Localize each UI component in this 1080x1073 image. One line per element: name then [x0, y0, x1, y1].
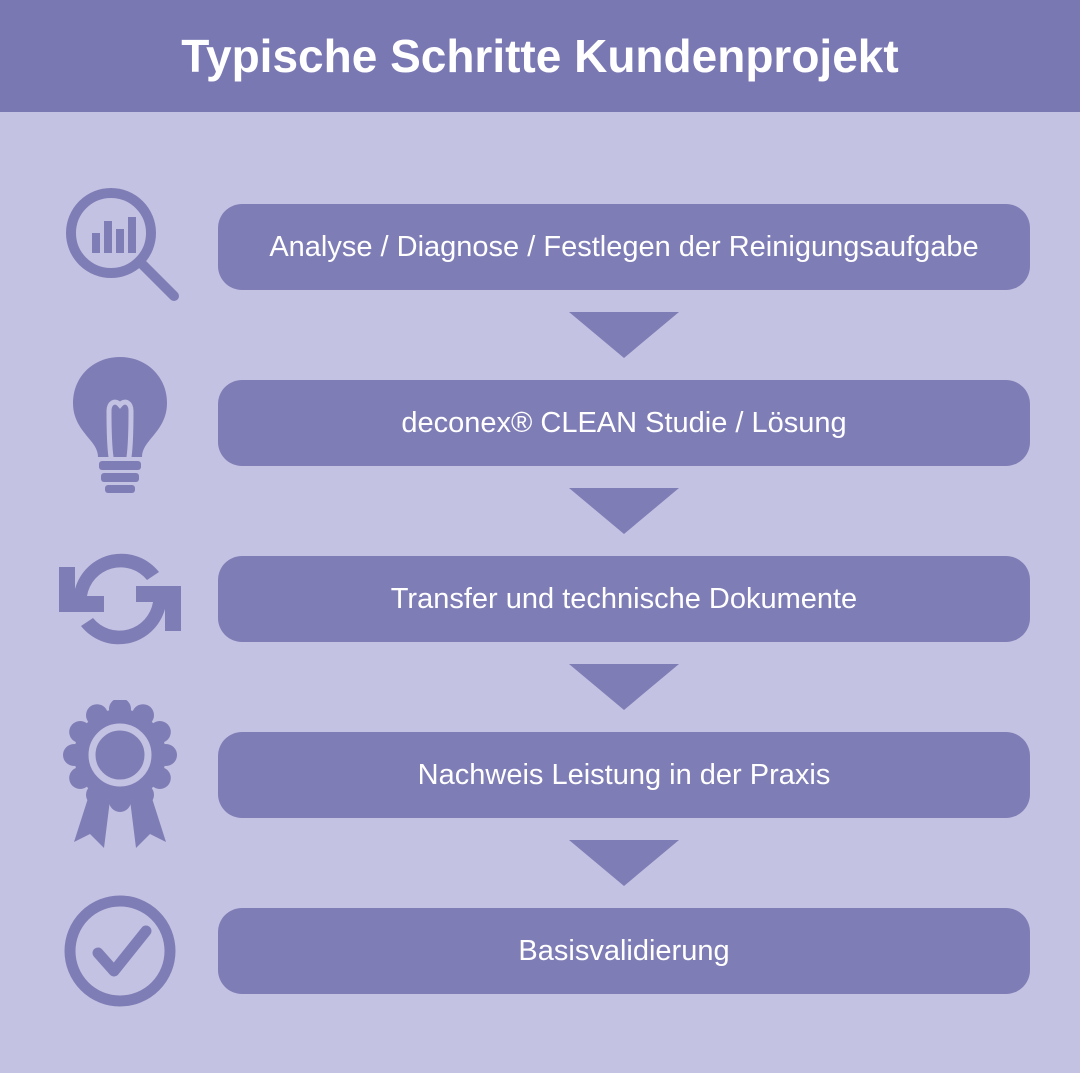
- step-pill: deconex® CLEAN Studie / Lösung: [218, 380, 1030, 466]
- magnifier-chart-icon: [50, 182, 190, 312]
- header-bar: Typische Schritte Kundenprojekt: [0, 0, 1080, 112]
- flow-arrow: [50, 312, 1030, 358]
- step-pill: Nachweis Leistung in der Praxis: [218, 732, 1030, 818]
- step-label: Transfer und technische Dokumente: [391, 583, 857, 616]
- award-ribbon-icon: [50, 710, 190, 840]
- step-row: Transfer und technische Dokumente: [50, 534, 1030, 664]
- flow-arrow: [50, 840, 1030, 886]
- step-row: Basisvalidierung: [50, 886, 1030, 1016]
- step-label: Analyse / Diagnose / Festlegen der Reini…: [269, 231, 978, 264]
- flow-arrow: [50, 488, 1030, 534]
- cycle-arrows-icon: [50, 534, 190, 664]
- flow-arrow: [50, 664, 1030, 710]
- step-label: Basisvalidierung: [518, 935, 729, 968]
- step-pill: Transfer und technische Dokumente: [218, 556, 1030, 642]
- step-label: Nachweis Leistung in der Praxis: [418, 759, 831, 792]
- steps-container: Analyse / Diagnose / Festlegen der Reini…: [0, 112, 1080, 1073]
- checkmark-circle-icon: [50, 886, 190, 1016]
- header-title: Typische Schritte Kundenprojekt: [181, 29, 898, 83]
- step-row: Analyse / Diagnose / Festlegen der Reini…: [50, 182, 1030, 312]
- step-row: Nachweis Leistung in der Praxis: [50, 710, 1030, 840]
- step-pill: Basisvalidierung: [218, 908, 1030, 994]
- step-row: deconex® CLEAN Studie / Lösung: [50, 358, 1030, 488]
- infographic-canvas: Typische Schritte Kundenprojekt: [0, 0, 1080, 1073]
- step-label: deconex® CLEAN Studie / Lösung: [401, 407, 846, 440]
- lightbulb-icon: [50, 358, 190, 488]
- step-pill: Analyse / Diagnose / Festlegen der Reini…: [218, 204, 1030, 290]
